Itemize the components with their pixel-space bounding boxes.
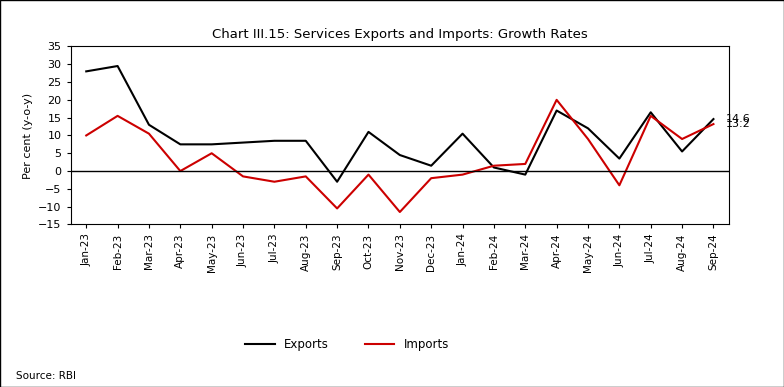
Imports (583, 137, 593, 141)
Exports (301, 139, 310, 143)
Exports (113, 64, 122, 68)
Exports (677, 149, 687, 154)
Imports (552, 98, 561, 102)
Line: Exports: Exports (86, 66, 713, 182)
Legend: Exports, Imports: Exports, Imports (241, 334, 454, 356)
Imports (82, 133, 91, 138)
Imports (426, 176, 436, 180)
Imports (364, 172, 373, 177)
Imports (709, 122, 718, 127)
Imports (458, 172, 467, 177)
Exports (583, 126, 593, 131)
Exports (426, 163, 436, 168)
Exports (395, 153, 405, 158)
Exports (615, 156, 624, 161)
Imports (677, 137, 687, 141)
Exports (176, 142, 185, 147)
Exports (144, 122, 154, 127)
Imports (489, 163, 499, 168)
Exports (238, 140, 248, 145)
Imports (395, 210, 405, 214)
Imports (144, 131, 154, 136)
Exports (709, 117, 718, 122)
Text: 13.2: 13.2 (726, 119, 751, 129)
Imports (113, 113, 122, 118)
Line: Imports: Imports (86, 100, 713, 212)
Text: 14.6: 14.6 (726, 114, 751, 124)
Text: Source: RBI: Source: RBI (16, 371, 76, 381)
Title: Chart III.15: Services Exports and Imports: Growth Rates: Chart III.15: Services Exports and Impor… (212, 28, 588, 41)
Exports (646, 110, 655, 115)
Y-axis label: Per cent (y-o-y): Per cent (y-o-y) (23, 92, 33, 178)
Exports (458, 131, 467, 136)
Exports (332, 180, 342, 184)
Imports (176, 169, 185, 173)
Imports (301, 174, 310, 179)
Imports (270, 180, 279, 184)
Exports (364, 130, 373, 134)
Imports (615, 183, 624, 188)
Exports (489, 165, 499, 170)
Exports (207, 142, 216, 147)
Imports (332, 206, 342, 211)
Exports (521, 172, 530, 177)
Imports (207, 151, 216, 156)
Exports (82, 69, 91, 74)
Imports (521, 162, 530, 166)
Exports (270, 139, 279, 143)
Exports (552, 108, 561, 113)
Imports (238, 174, 248, 179)
Imports (646, 113, 655, 118)
